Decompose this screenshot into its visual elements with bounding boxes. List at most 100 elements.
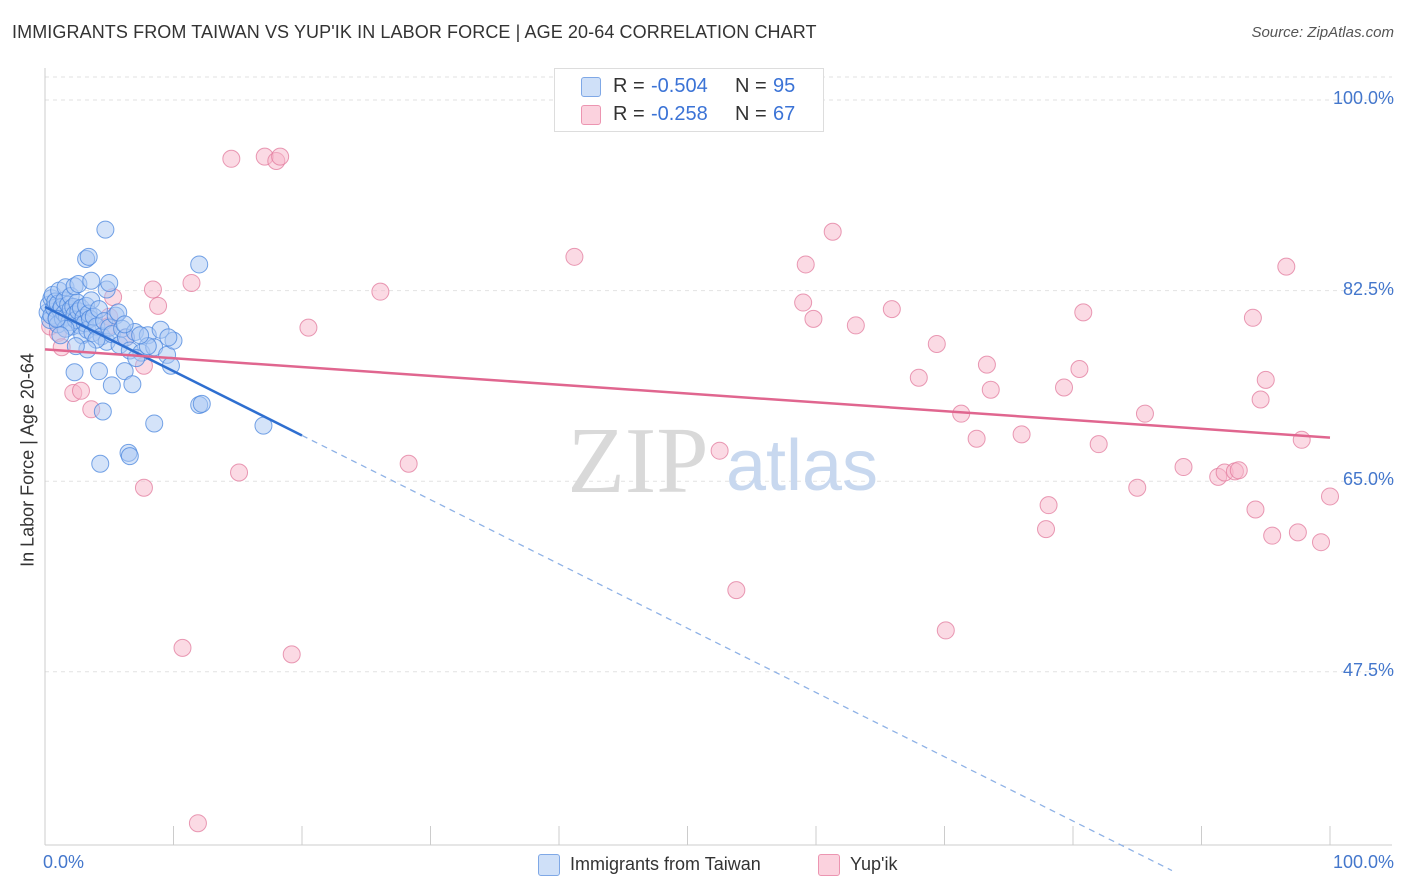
yupik-point <box>804 309 823 328</box>
taiwan-point <box>123 375 142 394</box>
yupik-point <box>1037 520 1056 539</box>
yupik-point <box>1055 378 1074 397</box>
stats-box: R = -0.504 N = 95 R = -0.258 N = 67 <box>554 68 824 132</box>
yupik-point <box>1074 303 1093 322</box>
yupik-point <box>710 441 729 460</box>
yupik-point <box>371 282 390 301</box>
legend-label-taiwan: Immigrants from Taiwan <box>570 854 761 874</box>
yupik-point <box>1263 526 1282 545</box>
yupik-point <box>1070 360 1089 379</box>
yupik-point <box>282 645 301 664</box>
watermark: ZIP atlas <box>568 409 879 513</box>
axes <box>44 68 1392 846</box>
taiwan-point <box>100 273 119 292</box>
stats-n-value: 67 <box>773 103 796 125</box>
taiwan-point <box>93 402 112 421</box>
yupik-point <box>1246 500 1265 519</box>
taiwan-point <box>190 255 209 274</box>
legend: Immigrants from Taiwan Yup'ik <box>0 852 1406 878</box>
yupik-point <box>1243 308 1262 327</box>
stats-r-label: R = <box>613 75 645 97</box>
taiwan-point <box>65 363 84 382</box>
y-tick-label: 47.5% <box>1342 659 1394 680</box>
yupik-point <box>1256 370 1275 389</box>
y-tick-label: 100.0% <box>1332 87 1394 108</box>
yupik-point <box>1135 404 1154 423</box>
stats-row-taiwan: R = -0.504 N = 95 <box>555 71 823 101</box>
y-tick-label: 82.5% <box>1342 278 1394 299</box>
stats-row-yupik: R = -0.258 N = 67 <box>555 99 823 129</box>
stats-r-value: -0.504 <box>651 75 708 97</box>
yupik-point <box>967 429 986 448</box>
trend-lines <box>44 305 1331 872</box>
stats-n-label: N = <box>735 103 767 125</box>
yupik-point <box>71 381 90 400</box>
yupik-point <box>882 300 901 319</box>
yupik-point <box>823 222 842 241</box>
yupik-point <box>188 814 207 833</box>
yupik-point <box>1288 523 1307 542</box>
yupik-trend-line <box>44 348 1331 439</box>
yupik-point <box>222 149 241 168</box>
yupik-point <box>1039 496 1058 515</box>
yupik-point <box>271 147 290 166</box>
taiwan-trend-line <box>44 305 303 437</box>
yupik-point <box>936 621 955 640</box>
yupik-point <box>399 454 418 473</box>
yupik-point <box>796 255 815 274</box>
taiwan-points <box>38 220 273 473</box>
taiwan-point <box>89 362 108 381</box>
taiwan-point <box>115 315 134 334</box>
yupik-point <box>1174 458 1193 477</box>
chart-source: Source: ZipAtlas.com <box>1251 24 1394 41</box>
yupik-point <box>1089 435 1108 454</box>
yupik-point <box>149 296 168 315</box>
yupik-point <box>1229 461 1248 480</box>
yupik-point <box>1321 487 1339 506</box>
yupik-point <box>1128 478 1147 497</box>
taiwan-point <box>82 271 101 290</box>
yupik-point <box>1012 425 1031 444</box>
yupik-point <box>299 318 318 337</box>
yupik-point <box>1292 430 1311 449</box>
x-tick-label-min: 0.0% <box>43 852 85 872</box>
yupik-point <box>182 273 201 292</box>
legend-label-yupik: Yup'ik <box>850 854 898 874</box>
stats-swatch-yupik <box>581 105 601 125</box>
yupik-point <box>1312 533 1331 552</box>
taiwan-point <box>145 414 164 433</box>
y-tick-label: 65.0% <box>1342 469 1394 490</box>
yupik-point <box>143 280 162 299</box>
yupik-point <box>727 581 746 600</box>
legend-swatch-yupik <box>818 854 840 876</box>
yupik-point <box>173 638 192 657</box>
yupik-point <box>977 355 996 374</box>
taiwan-point <box>131 326 150 345</box>
yupik-point <box>134 478 153 497</box>
yupik-point <box>909 368 928 387</box>
watermark-atlas: atlas <box>726 426 878 506</box>
taiwan-point <box>102 376 121 395</box>
yupik-point <box>794 293 813 312</box>
grid-lines <box>45 76 1392 673</box>
watermark-zip: ZIP <box>568 409 709 513</box>
chart-title: IMMIGRANTS FROM TAIWAN VS YUP'IK IN LABO… <box>12 22 817 42</box>
taiwan-point <box>79 247 98 266</box>
taiwan-point <box>120 447 139 466</box>
yupik-point <box>927 334 946 353</box>
stats-n-value: 95 <box>773 75 796 97</box>
taiwan-point <box>51 326 70 345</box>
stats-swatch-taiwan <box>581 77 601 97</box>
yupik-point <box>846 316 865 335</box>
y-axis-label: In Labor Force | Age 20-64 <box>17 353 38 567</box>
stats-n-label: N = <box>735 75 767 97</box>
yupik-point <box>230 463 249 482</box>
x-tick-label-max: 100.0% <box>1332 852 1394 872</box>
stats-r-label: R = <box>613 103 645 125</box>
taiwan-trend-extension <box>301 434 1173 872</box>
legend-swatch-taiwan <box>538 854 560 876</box>
yupik-point <box>981 380 1000 399</box>
yupik-point <box>1277 257 1296 276</box>
taiwan-point <box>192 394 211 413</box>
